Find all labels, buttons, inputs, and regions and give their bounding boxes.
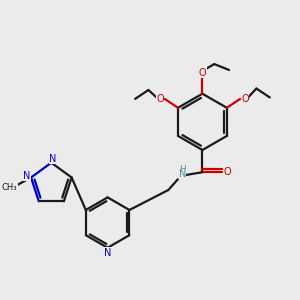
Text: N: N bbox=[23, 171, 31, 181]
Text: N: N bbox=[178, 169, 186, 179]
Text: N: N bbox=[104, 248, 111, 257]
Text: O: O bbox=[241, 94, 249, 104]
Text: O: O bbox=[223, 167, 231, 177]
Text: N: N bbox=[49, 154, 56, 164]
Text: O: O bbox=[199, 68, 206, 78]
Text: CH₃: CH₃ bbox=[2, 183, 17, 192]
Text: O: O bbox=[156, 94, 164, 104]
Text: H: H bbox=[179, 165, 186, 174]
